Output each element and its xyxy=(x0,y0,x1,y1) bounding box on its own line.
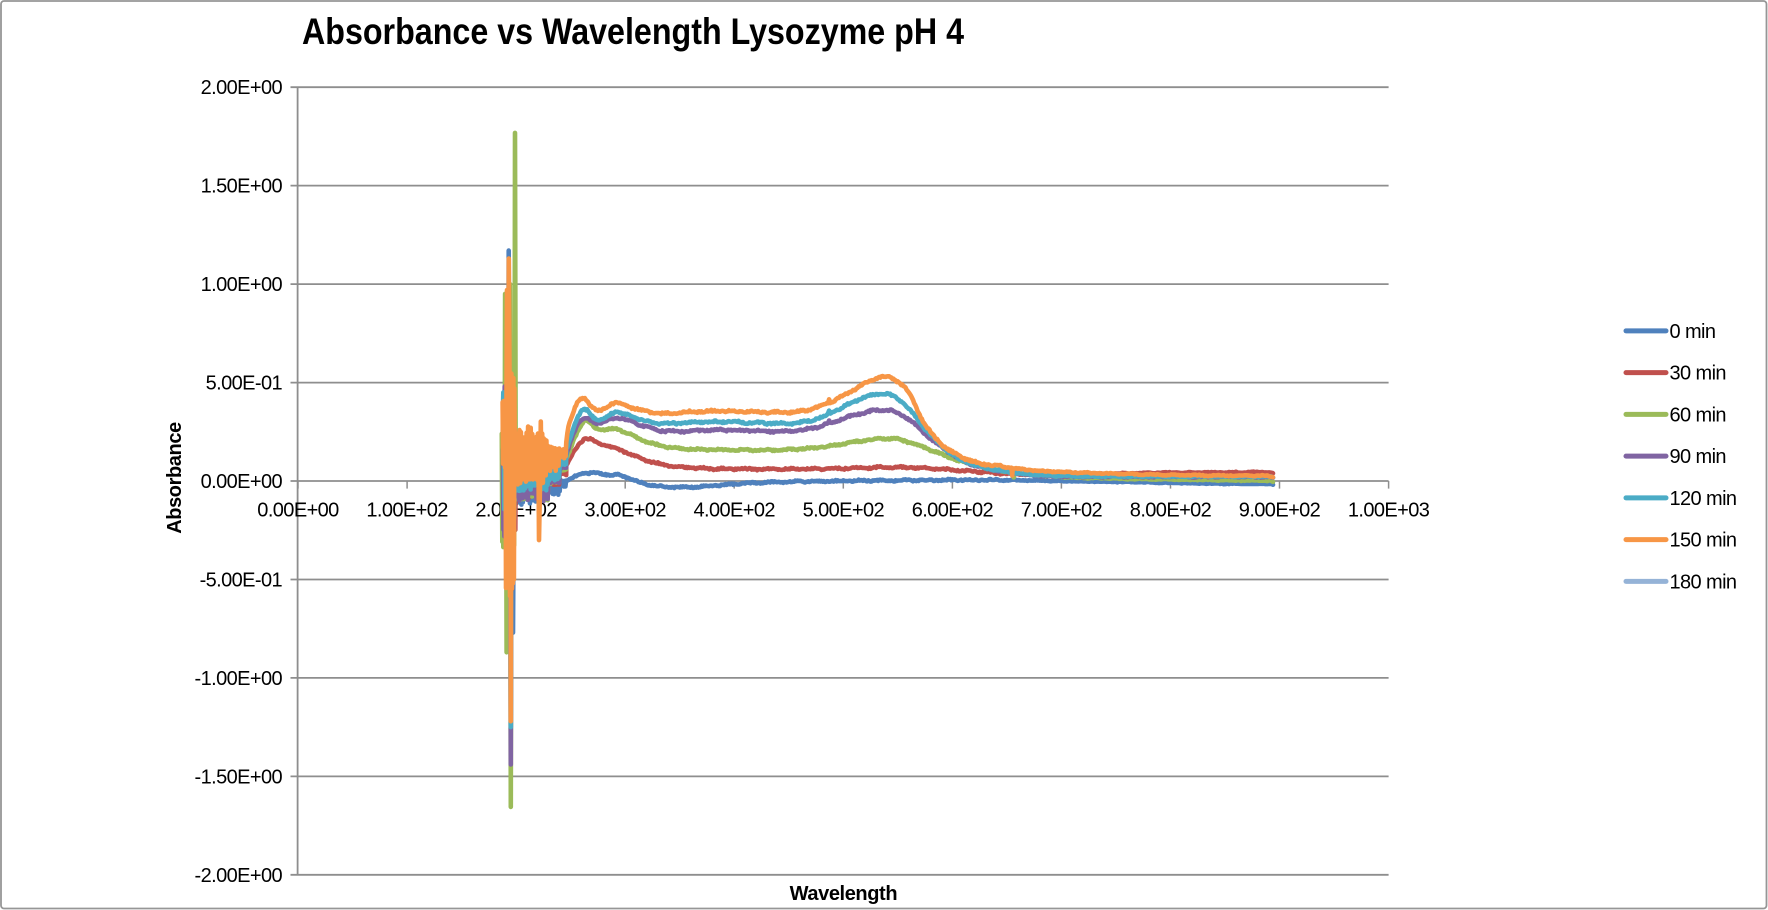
svg-text:120 min: 120 min xyxy=(1670,488,1737,510)
svg-text:-1.00E+00: -1.00E+00 xyxy=(195,668,283,690)
svg-text:0.00E+00: 0.00E+00 xyxy=(201,471,283,493)
svg-text:3.00E+02: 3.00E+02 xyxy=(584,500,666,522)
svg-text:4.00E+02: 4.00E+02 xyxy=(693,500,775,522)
svg-text:Absorbance: Absorbance xyxy=(164,422,186,534)
svg-text:90 min: 90 min xyxy=(1670,446,1726,468)
svg-text:1.00E+02: 1.00E+02 xyxy=(366,500,448,522)
svg-text:5.00E+02: 5.00E+02 xyxy=(803,500,885,522)
svg-text:Wavelength: Wavelength xyxy=(790,883,898,905)
svg-text:2.00E+00: 2.00E+00 xyxy=(201,77,283,99)
svg-text:9.00E+02: 9.00E+02 xyxy=(1239,500,1321,522)
svg-text:1.00E+00: 1.00E+00 xyxy=(201,274,283,296)
svg-text:Absorbance vs Wavelength Lysoz: Absorbance vs Wavelength Lysozyme pH 4 xyxy=(302,11,964,52)
svg-text:30 min: 30 min xyxy=(1670,363,1726,385)
svg-text:0.00E+00: 0.00E+00 xyxy=(257,500,339,522)
svg-text:-2.00E+00: -2.00E+00 xyxy=(195,865,283,887)
svg-text:180 min: 180 min xyxy=(1670,571,1737,593)
svg-text:60 min: 60 min xyxy=(1670,404,1726,426)
svg-text:5.00E-01: 5.00E-01 xyxy=(206,373,283,395)
svg-text:-1.50E+00: -1.50E+00 xyxy=(195,766,283,788)
svg-text:7.00E+02: 7.00E+02 xyxy=(1021,500,1103,522)
svg-text:6.00E+02: 6.00E+02 xyxy=(912,500,994,522)
svg-text:1.00E+03: 1.00E+03 xyxy=(1348,500,1430,522)
svg-text:1.50E+00: 1.50E+00 xyxy=(201,176,283,198)
svg-text:8.00E+02: 8.00E+02 xyxy=(1130,500,1212,522)
svg-text:0 min: 0 min xyxy=(1670,321,1716,343)
svg-text:-5.00E-01: -5.00E-01 xyxy=(200,570,283,592)
svg-text:150 min: 150 min xyxy=(1670,530,1737,552)
